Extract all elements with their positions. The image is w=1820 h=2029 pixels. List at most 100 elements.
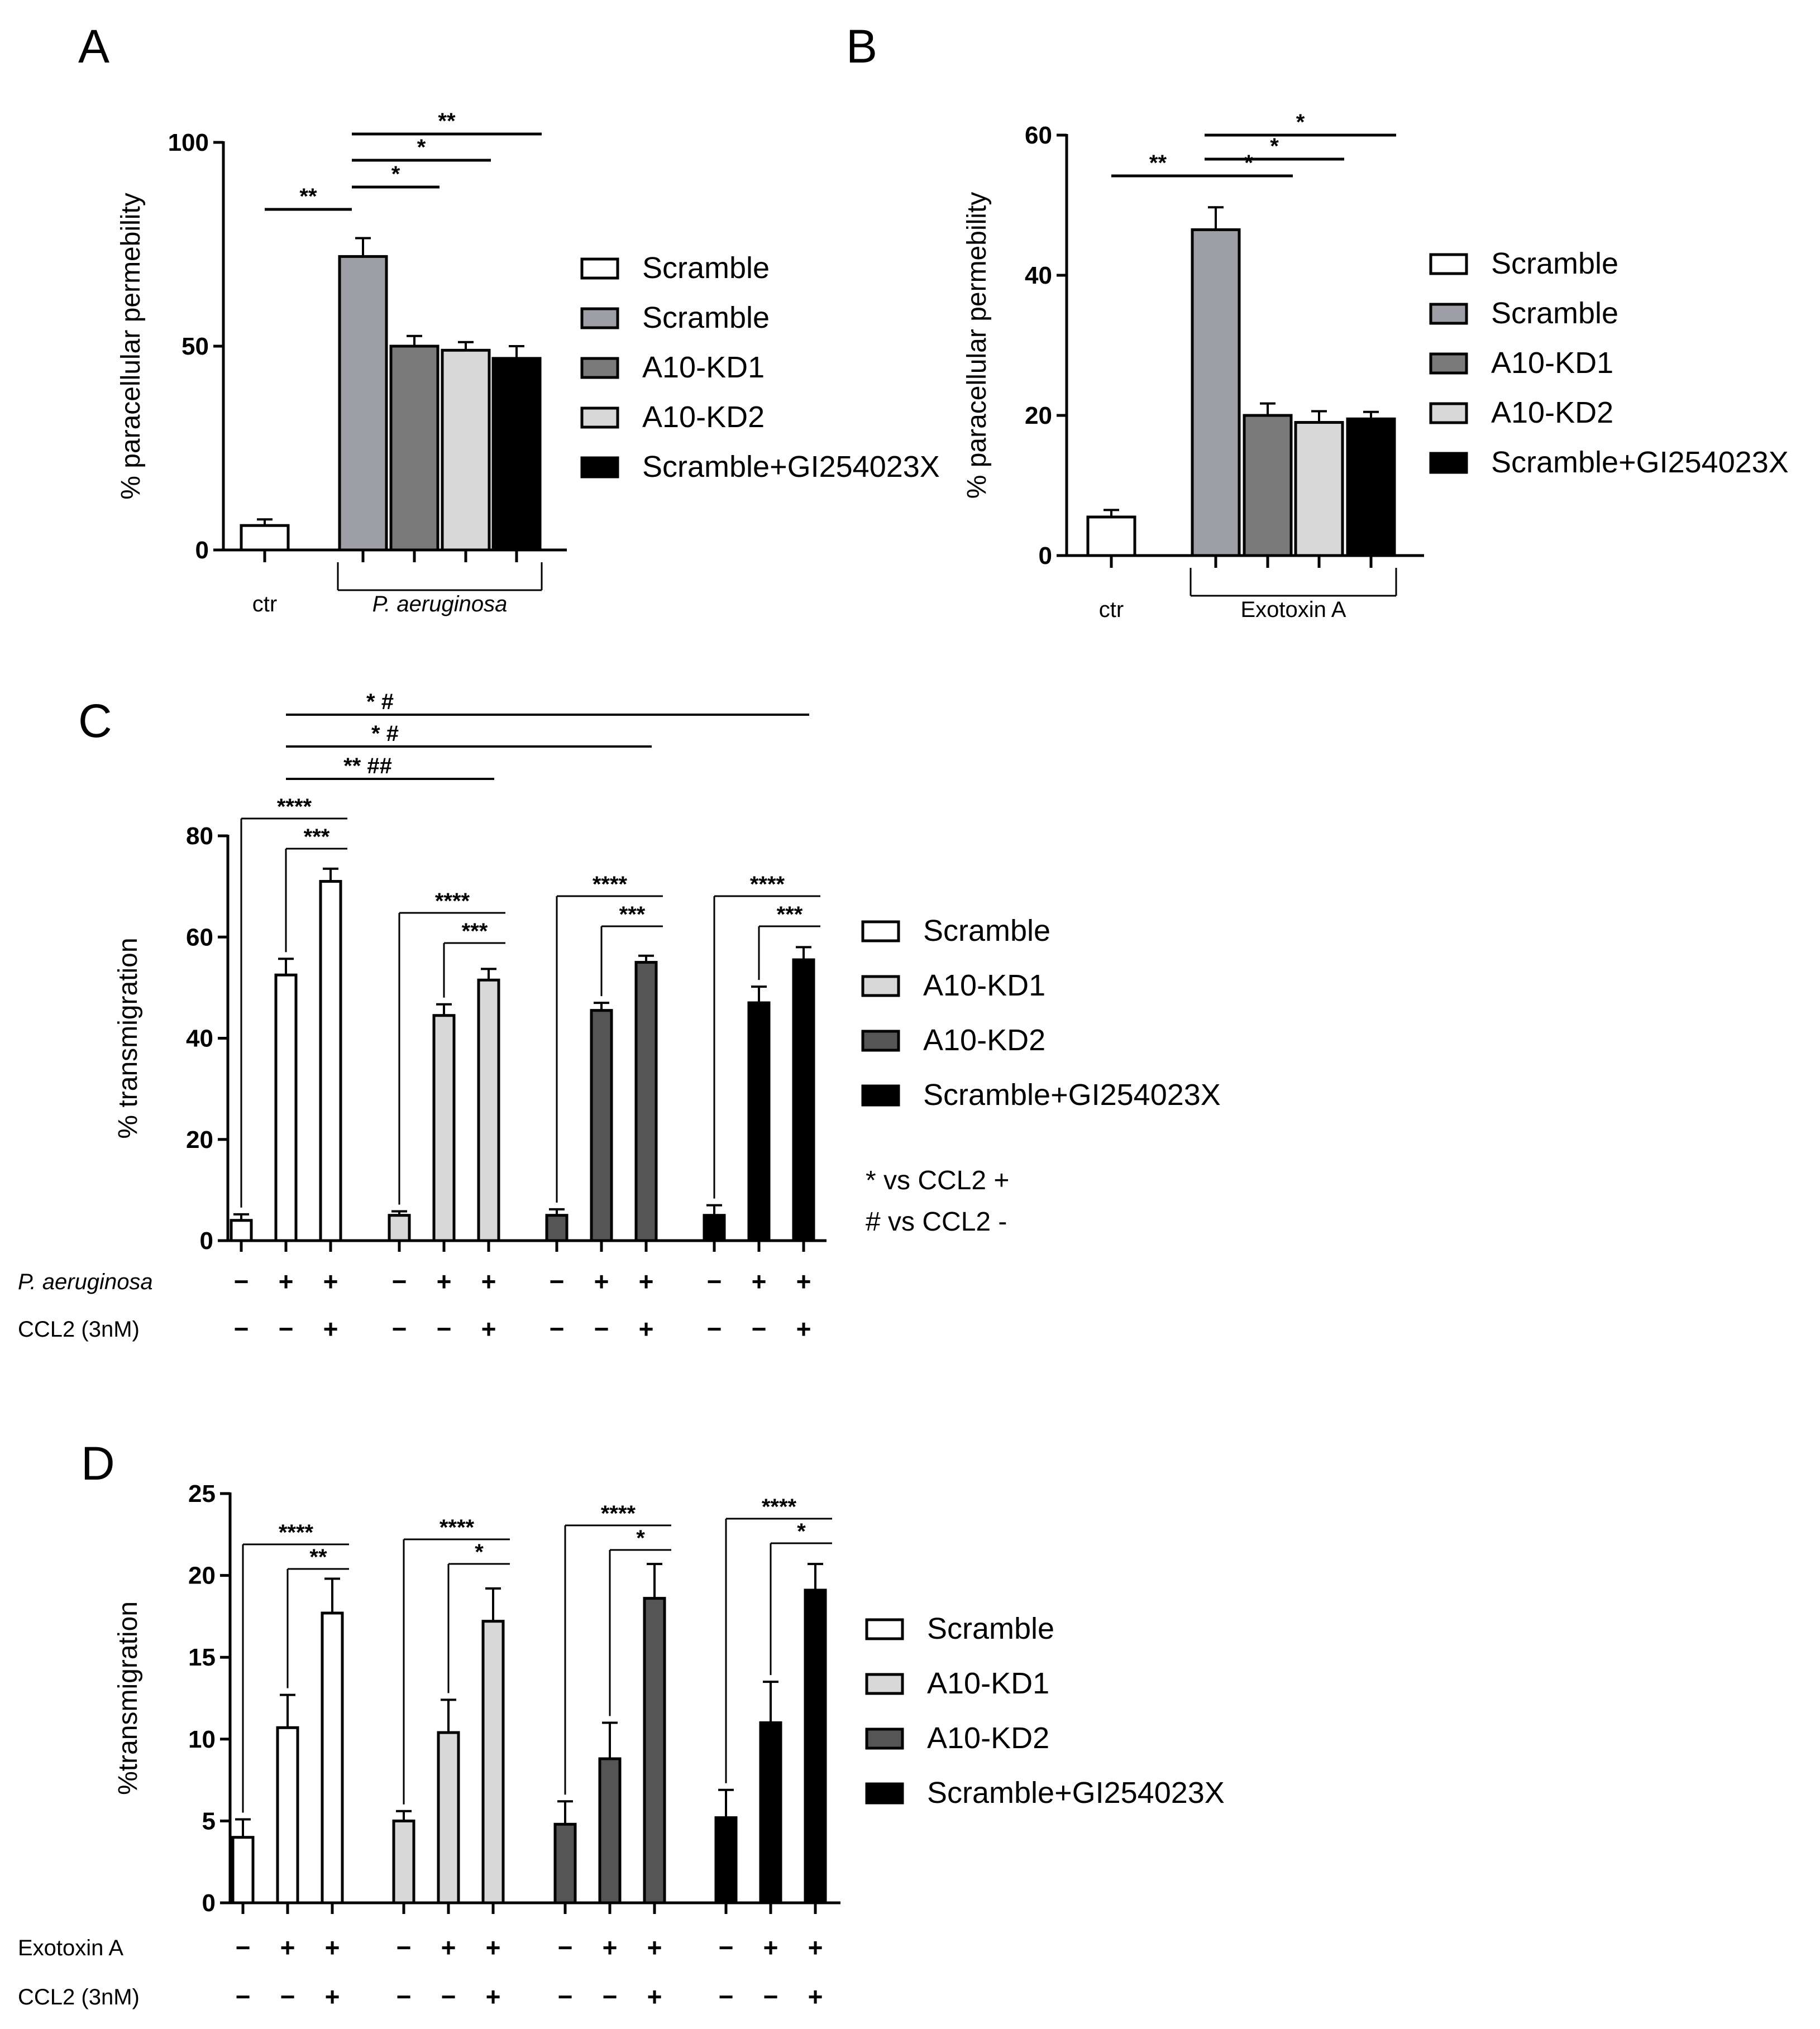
panel-c-cross-sig-label: ** ## xyxy=(343,754,392,778)
panel-c-condition-sign: + xyxy=(279,1267,294,1296)
panel-d-bar xyxy=(643,1597,666,1904)
panel-d-legend-swatch xyxy=(865,1782,904,1805)
panel-a-legend-label: Scramble xyxy=(642,251,770,285)
panel-d-sig-label: **** xyxy=(601,1501,636,1526)
panel-a-y-tick-label: 100 xyxy=(168,129,209,156)
panel-d-y-tick-label: 5 xyxy=(202,1807,216,1835)
panel-c-bar xyxy=(230,1219,253,1242)
panel-c-legend-label: A10-KD2 xyxy=(923,1023,1045,1057)
panel-c-bar xyxy=(388,1214,411,1242)
panel-d: 0510152025%transmigration−−+−++******−−+… xyxy=(18,1480,1225,2011)
panel-c-condition-sign: − xyxy=(707,1267,722,1296)
panel-a-legend-swatch xyxy=(580,406,619,429)
panel-c-legend-label: A10-KD1 xyxy=(923,969,1045,1002)
panel-d-bar xyxy=(231,1836,255,1904)
panel-b-group-label: ctr xyxy=(1099,597,1124,622)
panel-c-legend-swatch xyxy=(861,1084,900,1107)
panel-a-legend-label: A10-KD1 xyxy=(642,351,765,384)
panel-d-condition-sign: − xyxy=(236,1982,251,2011)
panel-c-condition-sign: − xyxy=(550,1267,565,1296)
panel-a-legend-swatch xyxy=(580,357,619,379)
panel-c-legend-swatch xyxy=(861,1030,900,1052)
panel-c-bar xyxy=(747,1001,771,1242)
panel-b-sig-label: * xyxy=(1270,134,1279,159)
panel-label-b: B xyxy=(846,20,877,73)
panel-d-condition-sign: + xyxy=(486,1982,501,2011)
panel-a-y-tick-label: 0 xyxy=(195,537,209,564)
panel-d-condition-sign: + xyxy=(763,1933,778,1962)
panel-label-c: C xyxy=(78,695,112,747)
panel-b-sig-label: ** xyxy=(1149,151,1167,175)
panel-d-condition-sign: − xyxy=(558,1982,573,2011)
panel-c-bar xyxy=(792,958,815,1242)
panel-c-condition-sign: + xyxy=(796,1267,811,1296)
panel-d-bar xyxy=(553,1822,577,1904)
panel-d-condition-label: CCL2 (3nM) xyxy=(18,1985,140,2009)
panel-a-group-label: P. aeruginosa xyxy=(372,592,508,616)
panel-c-condition-sign: − xyxy=(752,1314,767,1343)
panel-c-y-tick-label: 80 xyxy=(186,822,213,850)
panel-c-bar xyxy=(274,973,298,1242)
panel-c-bar xyxy=(477,978,500,1242)
panel-d-y-tick-label: 20 xyxy=(188,1562,216,1590)
panel-label-a: A xyxy=(78,20,109,73)
panel-c-sig-label: **** xyxy=(277,795,312,819)
panel-a-sig-label: * xyxy=(391,162,400,186)
panel-b-bar xyxy=(1243,414,1293,557)
panel-d-bar xyxy=(321,1611,344,1904)
panel-b-legend-label: Scramble+GI254023X xyxy=(1491,446,1789,479)
panel-c-y-tick-label: 40 xyxy=(186,1025,213,1052)
panel-d-bar xyxy=(437,1731,460,1904)
panel-d-bar xyxy=(481,1620,505,1904)
panel-c-condition-sign: + xyxy=(437,1267,452,1296)
panel-d-y-tick-label: 0 xyxy=(202,1889,216,1917)
panel-a-bar xyxy=(338,255,388,552)
panel-d-condition-sign: + xyxy=(325,1982,340,2011)
panel-a-legend-label: Scramble+GI254023X xyxy=(642,450,940,484)
panel-c-bar xyxy=(703,1214,726,1242)
panel-d-bar xyxy=(759,1721,782,1904)
panel-c-condition-sign: − xyxy=(234,1314,249,1343)
panel-d-condition-sign: + xyxy=(486,1933,501,1962)
panel-a-sig-label: ** xyxy=(299,184,317,209)
panel-a-bar xyxy=(441,348,491,552)
panel-d-legend-swatch xyxy=(865,1618,904,1640)
panel-c-condition-sign: − xyxy=(392,1314,407,1343)
panel-d-legend-label: Scramble+GI254023X xyxy=(927,1776,1225,1810)
panel-d-condition-sign: − xyxy=(397,1982,412,2011)
panel-b-y-tick-label: 0 xyxy=(1039,542,1052,570)
panel-d-condition-sign: + xyxy=(441,1933,456,1962)
panel-d-legend-label: A10-KD1 xyxy=(927,1667,1049,1700)
panel-c-condition-sign: + xyxy=(481,1267,496,1296)
panel-b-legend-swatch xyxy=(1429,352,1468,375)
panel-a-sig-label: * xyxy=(417,135,426,160)
panel-c-legend-label: Scramble xyxy=(923,914,1050,947)
panel-c-condition-label: CCL2 (3nM) xyxy=(18,1317,140,1342)
panel-d-bar xyxy=(714,1816,738,1904)
panel-d-condition-sign: − xyxy=(763,1982,778,2011)
panel-c-bar xyxy=(545,1214,569,1242)
panel-c-cross-sig-label: * # xyxy=(371,721,399,746)
panel-a: 0 50 100 % paracellular permebility ctr P. ae… xyxy=(116,109,940,616)
panel-b-group-label: Exotoxin A xyxy=(1240,597,1346,622)
panel-c-condition-sign: + xyxy=(752,1267,767,1296)
panel-b-y-axis-label: % paracellular permebility xyxy=(962,192,992,499)
panel-d-condition-sign: + xyxy=(325,1933,340,1962)
panel-a-sig-label: ** xyxy=(438,109,456,133)
panel-c-sig-label: **** xyxy=(750,872,785,897)
panel-a-bar xyxy=(491,357,542,552)
panel-c-condition-sign: + xyxy=(639,1267,654,1296)
panel-a-y-axis-label: % paracellular permebility xyxy=(116,193,146,500)
panel-c-condition-sign: + xyxy=(639,1314,654,1343)
panel-c-note: # vs CCL2 - xyxy=(866,1207,1007,1237)
panel-d-condition-sign: + xyxy=(808,1982,823,2011)
panel-c-sig-label: *** xyxy=(304,825,330,849)
panel-b-bar xyxy=(1294,421,1344,557)
panel-c-condition-sign: − xyxy=(594,1314,609,1343)
panel-c-y-tick-label: 60 xyxy=(186,923,213,951)
panel-b-legend-label: A10-KD2 xyxy=(1491,396,1613,429)
panel-c-sig-label: *** xyxy=(619,902,646,927)
panel-d-sig-label: ** xyxy=(309,1545,327,1569)
panel-b: 0 20 40 60 % paracellular permebility ctr Exot… xyxy=(962,110,1789,622)
panel-d-condition-sign: − xyxy=(558,1933,573,1962)
